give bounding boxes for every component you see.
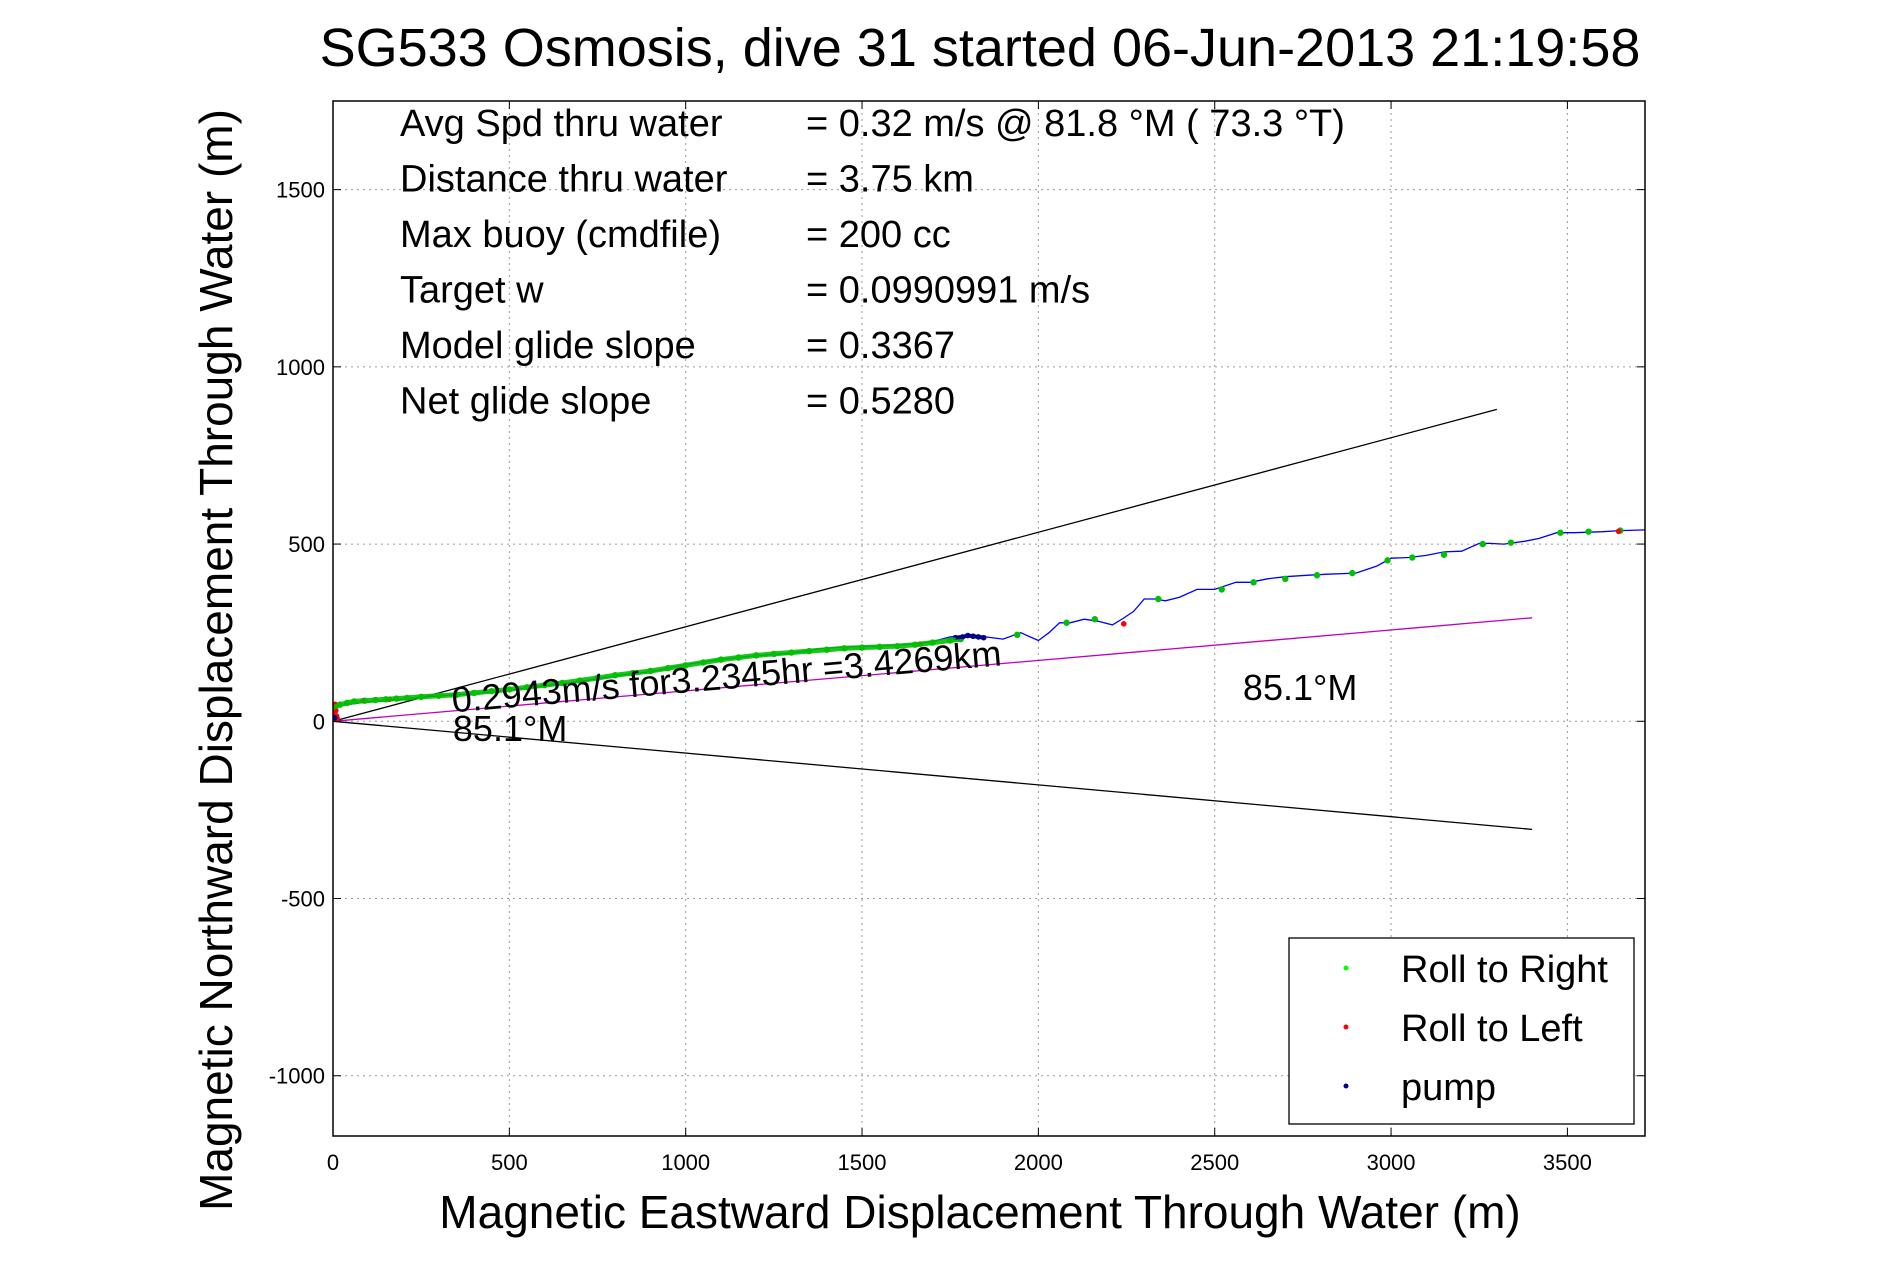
series-1-point-55 xyxy=(1557,529,1564,536)
info-value-4: = 0.3367 xyxy=(806,325,955,367)
info-value-0: = 0.32 m/s @ 81.8 °M ( 73.3 °T) xyxy=(806,103,1345,145)
info-label-5: Net glide slope xyxy=(400,381,651,423)
series-1-point-48 xyxy=(1313,572,1321,579)
x-tick-label-7: 3500 xyxy=(1543,1150,1592,1175)
legend-marker-2 xyxy=(1343,1083,1349,1089)
info-label-2: Max buoy (cmdfile) xyxy=(400,214,721,256)
x-tick-label-2: 1000 xyxy=(661,1150,710,1175)
reference-line-0 xyxy=(333,408,1498,722)
x-tick-label-4: 2000 xyxy=(1014,1150,1063,1175)
info-value-5: = 0.5280 xyxy=(806,381,955,423)
legend: Roll to Right Roll to Left pump xyxy=(1288,937,1635,1125)
info-label-1: Distance thru water xyxy=(400,159,728,201)
info-label-3: Target w xyxy=(400,270,544,312)
series-2-point-10 xyxy=(1120,621,1127,627)
info-value-2: = 200 cc xyxy=(806,214,951,256)
info-block: Avg Spd thru water = 0.32 m/s @ 81.8 °M (… xyxy=(400,103,1345,423)
pump-segment xyxy=(955,633,984,640)
info-label-4: Model glide slope xyxy=(400,325,696,367)
x-tick-label-6: 3000 xyxy=(1367,1150,1416,1175)
series-1-point-52 xyxy=(1440,551,1448,558)
info-value-1: = 3.75 km xyxy=(806,159,974,201)
reference-line-1 xyxy=(333,720,1533,831)
roll-right-band xyxy=(333,636,964,710)
y-tick-label-1: -500 xyxy=(281,887,325,912)
legend-label-0: Roll to Right xyxy=(1401,949,1608,991)
series-3-point-0 xyxy=(333,714,338,721)
series-1-point-51 xyxy=(1409,554,1416,561)
series-1-point-45 xyxy=(1218,586,1225,593)
x-tick-label-1: 500 xyxy=(491,1150,528,1175)
info-label-0: Avg Spd thru water xyxy=(400,103,723,145)
y-tick-label-5: 1500 xyxy=(276,178,325,203)
legend-label-1: Roll to Left xyxy=(1401,1008,1583,1050)
chart-title: SG533 Osmosis, dive 31 started 06-Jun-20… xyxy=(320,18,1641,78)
legend-label-2: pump xyxy=(1401,1067,1496,1109)
series-1-point-54 xyxy=(1507,539,1515,546)
series-1-point-56 xyxy=(1585,528,1592,535)
reference-line-2 xyxy=(333,617,1533,722)
series-1-point-42 xyxy=(1063,619,1070,626)
x-tick-label-5: 2500 xyxy=(1190,1150,1239,1175)
series-1-point-43 xyxy=(1091,616,1099,623)
y-tick-label-3: 500 xyxy=(288,532,325,557)
annotation-2: 85.1°M xyxy=(1243,667,1357,708)
legend-marker-1 xyxy=(1343,1024,1349,1030)
series-1-point-50 xyxy=(1384,557,1391,564)
y-tick-label-2: 0 xyxy=(313,709,325,734)
legend-marker-0 xyxy=(1343,965,1349,971)
x-tick-label-0: 0 xyxy=(327,1150,339,1175)
series-1-point-41 xyxy=(1014,631,1021,639)
reference-lines xyxy=(333,408,1533,831)
y-tick-label-4: 1000 xyxy=(276,355,325,380)
y-axis-label: Magnetic Northward Displacement Through … xyxy=(190,109,242,1211)
x-tick-label-3: 1500 xyxy=(838,1150,887,1175)
series-1-point-53 xyxy=(1479,540,1486,548)
series-1-point-44 xyxy=(1155,595,1162,603)
series xyxy=(333,527,1645,723)
series-1-point-46 xyxy=(1250,579,1257,586)
ticks: 0 500 1000 1500 2000 2500 3000 3500 -1000 -500 0 50… xyxy=(269,101,1645,1175)
annotation-1: 85.1°M xyxy=(453,708,567,749)
series-1-point-47 xyxy=(1282,575,1289,583)
y-tick-label-0: -1000 xyxy=(269,1064,325,1089)
plot-frame xyxy=(332,100,1646,1137)
x-axis-label: Magnetic Eastward Displacement Through W… xyxy=(439,1186,1520,1238)
series-2-point-11 xyxy=(1615,528,1622,535)
series-1-point-49 xyxy=(1349,569,1356,577)
info-value-3: = 0.0990991 m/s xyxy=(806,270,1090,312)
